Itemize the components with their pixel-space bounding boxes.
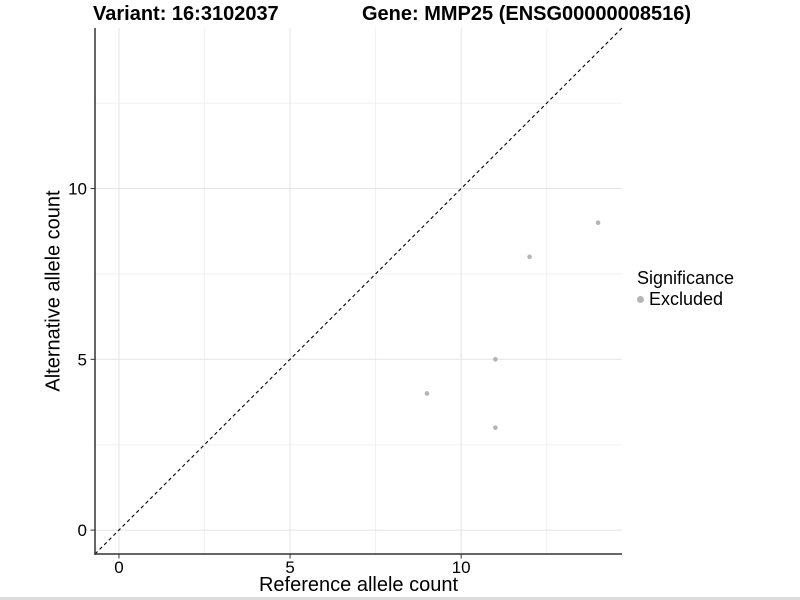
legend: Significance Excluded: [637, 268, 734, 309]
y-tick-label: 0: [78, 521, 87, 540]
data-point: [493, 357, 498, 362]
window-edge-strip: [0, 597, 800, 600]
identity-line: [94, 27, 623, 555]
plot-title-gene: Gene: MMP25 (ENSG00000008516): [362, 3, 692, 25]
x-tick-label: 5: [285, 558, 294, 577]
x-tick-label: 0: [114, 558, 123, 577]
data-point: [493, 425, 498, 430]
x-tick-label: 10: [452, 558, 471, 577]
data-point: [527, 254, 532, 260]
legend-item-excluded: Excluded: [637, 289, 734, 309]
data-point: [595, 220, 601, 225]
y-tick-label: 5: [78, 350, 87, 369]
y-axis-title: Alternative allele count: [42, 190, 65, 392]
legend-point-icon: [637, 295, 644, 303]
data-point: [424, 391, 430, 396]
x-axis-title: Reference allele count: [258, 574, 458, 596]
legend-item-label: Excluded: [649, 289, 724, 309]
plot-title-variant: Variant: 16:3102037: [93, 3, 279, 25]
legend-title: Significance: [637, 268, 735, 288]
y-tick-label: 10: [68, 180, 87, 199]
